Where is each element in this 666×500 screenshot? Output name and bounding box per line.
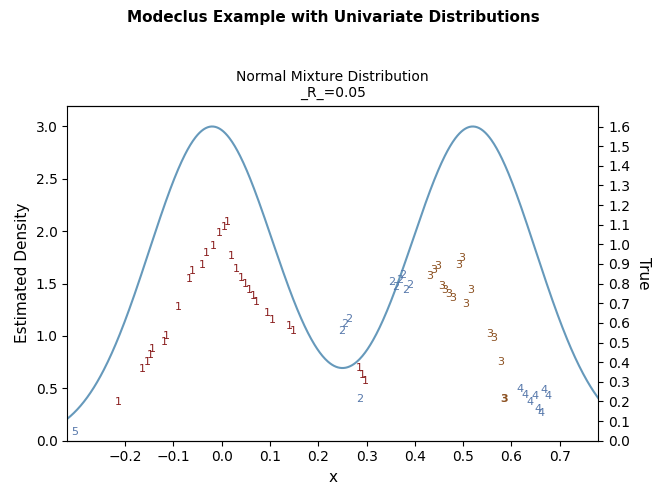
Text: 2: 2 <box>341 320 348 330</box>
Text: 1: 1 <box>242 278 248 288</box>
Text: 2: 2 <box>356 394 363 404</box>
Y-axis label: True: True <box>636 257 651 290</box>
Text: 3: 3 <box>455 260 462 270</box>
Text: 4: 4 <box>544 390 551 400</box>
Text: 2: 2 <box>338 326 345 336</box>
Text: 3: 3 <box>438 280 445 290</box>
Text: 3: 3 <box>467 285 474 295</box>
Text: 1: 1 <box>185 274 192 284</box>
Text: 3: 3 <box>459 254 466 264</box>
Text: 3: 3 <box>490 333 497 343</box>
Text: 1: 1 <box>359 370 366 380</box>
Text: 3: 3 <box>498 357 504 367</box>
X-axis label: x: x <box>328 470 337 485</box>
Text: 1: 1 <box>253 298 260 308</box>
Text: 3: 3 <box>463 298 470 308</box>
Text: 3: 3 <box>434 261 442 271</box>
Text: 2: 2 <box>396 276 403 285</box>
Text: 4: 4 <box>534 404 541 414</box>
Text: 4: 4 <box>531 390 538 400</box>
Text: 1: 1 <box>199 260 206 270</box>
Text: 1: 1 <box>143 357 151 367</box>
Text: 1: 1 <box>246 285 253 295</box>
Text: 2: 2 <box>406 280 414 289</box>
Text: 3: 3 <box>442 285 448 295</box>
Text: 2: 2 <box>345 314 352 324</box>
Text: 1: 1 <box>139 364 146 374</box>
Text: 3: 3 <box>500 394 508 404</box>
Text: 1: 1 <box>203 248 210 258</box>
Text: 2: 2 <box>403 285 410 295</box>
Text: 1: 1 <box>356 364 363 374</box>
Text: 2: 2 <box>399 270 406 280</box>
Text: 1: 1 <box>264 308 271 318</box>
Text: 5: 5 <box>71 428 78 438</box>
Text: 3: 3 <box>486 329 494 339</box>
Text: 1: 1 <box>286 320 293 330</box>
Text: 1: 1 <box>163 331 170 341</box>
Text: 2: 2 <box>392 282 399 292</box>
Text: 4: 4 <box>537 408 545 418</box>
Text: 1: 1 <box>362 376 369 386</box>
Text: 1: 1 <box>228 252 235 262</box>
Text: 1: 1 <box>188 266 195 276</box>
Text: 1: 1 <box>161 338 167 347</box>
Text: 1: 1 <box>174 302 182 312</box>
Text: 4: 4 <box>541 386 548 396</box>
Text: 1: 1 <box>149 344 157 353</box>
Text: 1: 1 <box>232 264 240 274</box>
Text: 4: 4 <box>521 390 529 400</box>
Text: 1: 1 <box>210 241 216 251</box>
Text: Modeclus Example with Univariate Distributions: Modeclus Example with Univariate Distrib… <box>127 10 539 25</box>
Text: 1: 1 <box>216 228 223 238</box>
Text: 3: 3 <box>449 294 456 304</box>
Text: 4: 4 <box>517 384 523 394</box>
Text: 1: 1 <box>269 316 276 326</box>
Title: Normal Mixture Distribution
_R_=0.05: Normal Mixture Distribution _R_=0.05 <box>236 70 429 100</box>
Text: 2: 2 <box>388 276 395 286</box>
Text: 1: 1 <box>250 291 256 301</box>
Text: 1: 1 <box>115 397 121 407</box>
Text: 3: 3 <box>445 289 452 299</box>
Y-axis label: Estimated Density: Estimated Density <box>15 203 30 344</box>
Text: 1: 1 <box>238 274 244 283</box>
Text: 1: 1 <box>290 326 297 336</box>
Text: 4: 4 <box>526 397 533 407</box>
Text: 1: 1 <box>224 217 231 227</box>
Text: 3: 3 <box>430 265 437 275</box>
Text: 1: 1 <box>220 222 228 232</box>
Text: 1: 1 <box>147 350 154 360</box>
Text: 3: 3 <box>426 272 433 281</box>
